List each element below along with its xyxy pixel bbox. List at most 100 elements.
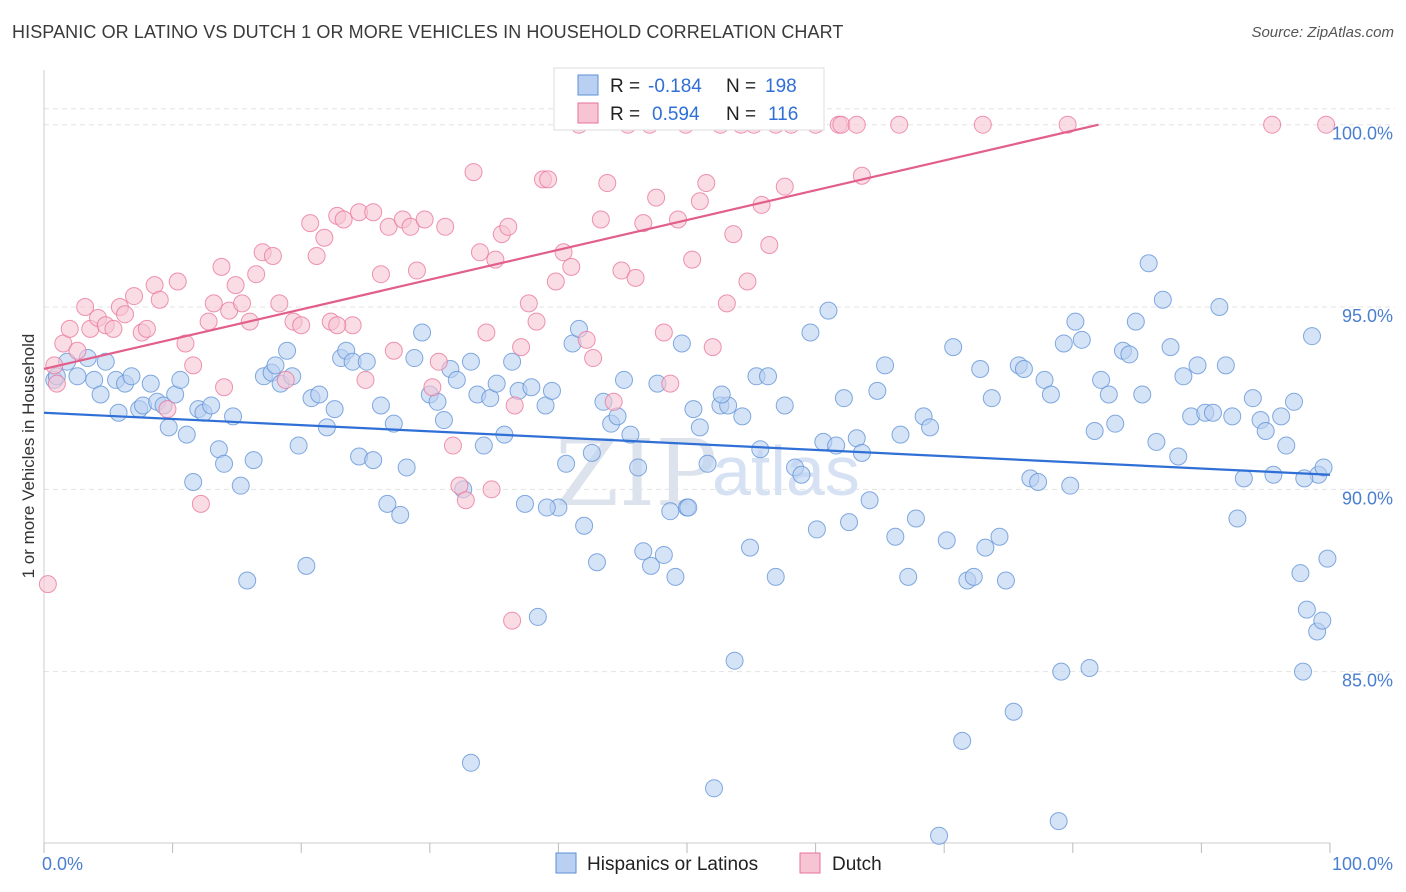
series-dutch-points <box>38 115 1336 630</box>
hispanics-point <box>1293 662 1312 681</box>
dutch-point <box>832 115 851 134</box>
dutch-point <box>116 305 135 324</box>
hispanics-point <box>1161 338 1180 357</box>
hispanics-point <box>1099 385 1118 404</box>
dutch-point <box>415 210 434 229</box>
hispanics-point <box>741 538 760 557</box>
hispanics-point <box>1291 564 1310 583</box>
hispanics-point <box>751 440 770 459</box>
hispanics-trend-line <box>43 411 1331 476</box>
hispanics-point <box>876 356 895 375</box>
hispanics-point <box>725 651 744 670</box>
dutch-point <box>125 287 144 306</box>
dutch-point <box>503 611 522 630</box>
hispanics-point <box>641 556 660 575</box>
hispanics-point <box>122 367 141 386</box>
dutch-point <box>204 294 223 313</box>
legend-swatch-hispanics <box>555 852 577 874</box>
hispanics-point <box>944 338 963 357</box>
hispanics-point <box>990 527 1009 546</box>
hispanics-point <box>1052 662 1071 681</box>
hispanics-point <box>733 407 752 426</box>
hispanics-point <box>953 731 972 750</box>
dutch-point <box>68 341 87 360</box>
dutch-point <box>539 170 558 189</box>
hispanics-point <box>886 527 905 546</box>
hispanics-point <box>868 381 887 400</box>
hispanics-point <box>1120 345 1139 364</box>
hispanics-point <box>1029 473 1048 492</box>
hispanics-point <box>587 553 606 572</box>
hispanics-point <box>1243 389 1262 408</box>
chart-source: Source: ZipAtlas.com <box>1251 24 1394 41</box>
dutch-point <box>436 217 455 236</box>
dutch-point <box>233 294 252 313</box>
dutch-point <box>47 374 66 393</box>
dutch-point <box>104 319 123 338</box>
dutch-point <box>738 272 757 291</box>
hispanics-point <box>1169 447 1188 466</box>
dutch-point <box>703 338 722 357</box>
hispanics-point <box>621 425 640 444</box>
hispanics-point <box>976 538 995 557</box>
hispanics-point <box>1072 330 1091 349</box>
hispanics-point <box>1061 476 1080 495</box>
y-tick-label-85: 85.0% <box>1342 671 1393 691</box>
hispanics-point <box>964 567 983 586</box>
hispanics-point <box>937 531 956 550</box>
dutch-trend-line <box>43 123 1099 371</box>
x-tick-label-max: 100.0% <box>1332 854 1393 874</box>
hispanics-point <box>215 454 234 473</box>
dutch-point <box>168 272 187 291</box>
stats-legend-box <box>553 67 825 131</box>
series-hispanics-points <box>45 254 1337 845</box>
dutch-point <box>661 374 680 393</box>
hispanics-point <box>775 396 794 415</box>
hispanics-point <box>899 567 918 586</box>
hispanics-point <box>177 425 196 444</box>
dutch-point <box>499 217 518 236</box>
y-axis-label: 1 or more Vehicles in Household <box>19 334 38 579</box>
stats-r-label-0: R = <box>610 76 640 97</box>
hispanics-point <box>930 826 949 845</box>
hispanics-point <box>834 389 853 408</box>
hispanics-point <box>661 502 680 521</box>
hispanics-point <box>891 425 910 444</box>
hispanics-point <box>666 567 685 586</box>
hispanics-point <box>971 359 990 378</box>
hispanics-point <box>474 436 493 455</box>
dutch-point <box>584 349 603 368</box>
hispanics-point <box>310 385 329 404</box>
dutch-point <box>717 294 736 313</box>
bottom-legend: Hispanics or Latinos Dutch <box>555 852 882 875</box>
hispanics-point <box>1085 421 1104 440</box>
hispanics-point <box>238 571 257 590</box>
dutch-point <box>247 265 266 284</box>
hispanics-point <box>1314 458 1333 477</box>
hispanics-point <box>1174 367 1193 386</box>
stats-legend: R = -0.184 N = 198 R = 0.594 N = 116 <box>553 67 825 131</box>
dutch-point <box>647 188 666 207</box>
dutch-point <box>343 316 362 335</box>
dutch-point <box>470 243 489 262</box>
hispanics-point <box>1080 658 1099 677</box>
dutch-point <box>137 319 156 338</box>
stats-legend-swatch-blue <box>577 74 599 96</box>
dutch-point <box>604 392 623 411</box>
hispanics-point <box>378 494 397 513</box>
dutch-point <box>683 250 702 269</box>
hispanics-point <box>712 385 731 404</box>
dutch-point <box>443 436 462 455</box>
stats-r-label-1: R = <box>610 104 640 125</box>
dutch-point <box>668 210 687 229</box>
dutch-point <box>371 265 390 284</box>
hispanics-point <box>515 494 534 513</box>
hispanics-point <box>91 385 110 404</box>
hispanics-point <box>807 520 826 539</box>
hispanics-point <box>766 567 785 586</box>
hispanics-point <box>690 418 709 437</box>
dutch-point <box>226 276 245 295</box>
hispanics-point <box>357 352 376 371</box>
stats-r-value-0: -0.184 <box>648 76 702 97</box>
chart-title: HISPANIC OR LATINO VS DUTCH 1 OR MORE VE… <box>12 22 844 42</box>
